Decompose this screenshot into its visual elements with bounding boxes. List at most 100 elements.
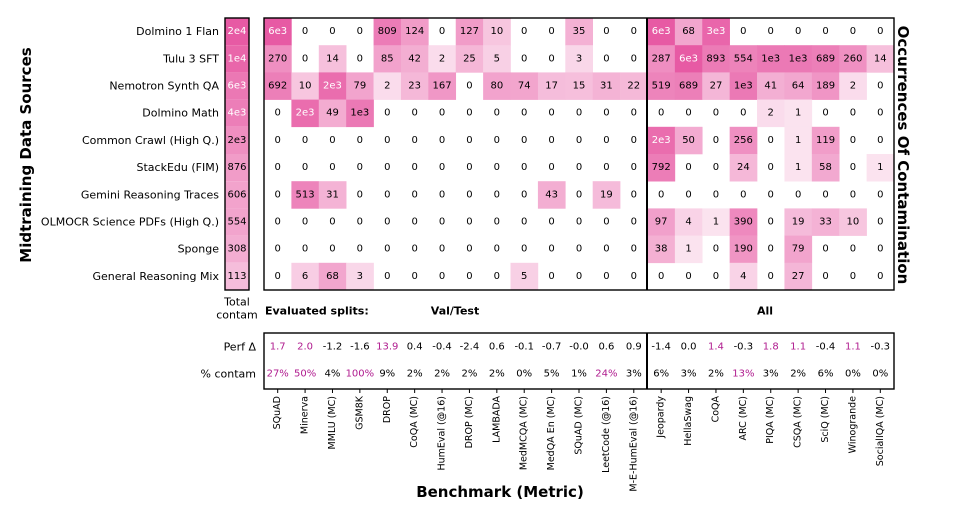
- heatmap-cell: [647, 235, 676, 264]
- heatmap-cell-label: 3: [576, 53, 582, 64]
- heatmap-cell-label: 127: [460, 26, 479, 37]
- heatmap-cell-label: 256: [734, 135, 753, 146]
- heatmap-cell-label: 2e3: [652, 135, 671, 146]
- heatmap-cell-label: 0: [877, 244, 883, 255]
- heatmap-cell-label: 0: [877, 26, 883, 37]
- heatmap-cell-label: 0: [521, 108, 527, 119]
- heatmap-cell-label: 0: [603, 53, 609, 64]
- source-label: General Reasoning Mix: [93, 270, 220, 283]
- heatmap-cell-label: 0: [494, 135, 500, 146]
- heatmap-cell-label: 3: [357, 271, 363, 282]
- heatmap-cell-label: 0: [631, 108, 637, 119]
- heatmap-cell-label: 0: [411, 189, 417, 200]
- heatmap-cell-label: 0: [521, 26, 527, 37]
- heatmap-cell-label: 68: [326, 271, 339, 282]
- heatmap-cell: [264, 72, 292, 100]
- heatmap-cell: [373, 18, 402, 46]
- heatmap-cell-label: 0: [713, 135, 719, 146]
- heatmap-cell-label: 0: [466, 271, 472, 282]
- heatmap-cell-label: 2: [439, 53, 445, 64]
- summary-rows: 1.7 2.0 -1.2 -1.6 13.9 0.4 -0.4 -2.4 0.6 -0.1 -0.7…: [267, 342, 890, 380]
- total-label-line1: Total: [223, 296, 250, 309]
- source-label: Common Crawl (High Q.): [82, 134, 219, 147]
- total-contamination-column: 2e4 1e4 6e3 4e3 2e3 876 606 554 308 113: [225, 18, 249, 290]
- heatmap-cell-label: 0: [603, 271, 609, 282]
- heatmap-cell-label: 689: [679, 81, 698, 92]
- heatmap-cell-label: 0: [850, 135, 856, 146]
- heatmap-cell-label: 0: [768, 26, 774, 37]
- heatmap-cell-label: 692: [268, 81, 287, 92]
- benchmark-label: CSQA (MC): [793, 396, 804, 448]
- total-cell-label: 2e4: [228, 26, 247, 37]
- heatmap-cell-label: 0: [850, 108, 856, 119]
- benchmark-label: DROP: [382, 396, 393, 423]
- heatmap-cell-label: 893: [706, 53, 725, 64]
- heatmap-cell-label: 0: [439, 162, 445, 173]
- perf-delta-value: -0.1: [514, 342, 534, 353]
- heatmap-cell: [866, 45, 895, 73]
- heatmap-cell-label: 0: [658, 108, 664, 119]
- heatmap-cell: [784, 45, 813, 73]
- heatmap-cell: [592, 72, 621, 100]
- perf-delta-row-label: Perf Δ: [224, 341, 257, 354]
- heatmap-cell-label: 2: [384, 81, 390, 92]
- heatmap-cell: [702, 208, 730, 236]
- heatmap-cell-label: 0: [603, 108, 609, 119]
- heatmap-cell-label: 31: [600, 81, 613, 92]
- heatmap-cell-label: 0: [494, 217, 500, 228]
- heatmap-cell-label: 0: [631, 271, 637, 282]
- heatmap-cell-label: 23: [408, 81, 421, 92]
- heatmap-cell-label: 14: [874, 53, 887, 64]
- heatmap-cell: [264, 18, 292, 46]
- heatmap-cell: [318, 262, 347, 291]
- heatmap-cell: [346, 99, 374, 128]
- heatmap-cell: [674, 45, 703, 73]
- heatmap-cell-label: 0: [631, 26, 637, 37]
- heatmap-cell-label: 0: [357, 244, 363, 255]
- heatmap-cell-label: 0: [411, 162, 417, 173]
- heatmap-cell-label: 0: [850, 26, 856, 37]
- pct-contam-value: 27%: [267, 369, 289, 380]
- heatmap-cell-label: 0: [576, 244, 582, 255]
- heatmap-cell-label: 124: [405, 26, 424, 37]
- pct-contam-value: 24%: [595, 369, 617, 380]
- heatmap-cell-label: 0: [603, 244, 609, 255]
- heatmap-cell: [510, 72, 539, 100]
- heatmap-cell-label: 0: [357, 26, 363, 37]
- heatmap-cell-label: 0: [466, 108, 472, 119]
- total-cell-label: 606: [227, 189, 246, 200]
- heatmap-cell-label: 0: [877, 135, 883, 146]
- heatmap-cell-label: 0: [384, 271, 390, 282]
- heatmap-cell: [784, 262, 813, 291]
- heatmap-cell: [811, 208, 840, 236]
- heatmap-cell-label: 270: [268, 53, 287, 64]
- heatmap-cell-label: 287: [652, 53, 671, 64]
- heatmap-cell-label: 0: [768, 135, 774, 146]
- heatmap-cell-label: 0: [275, 135, 281, 146]
- total-cell: [225, 262, 249, 290]
- heatmap-cell-label: 0: [439, 244, 445, 255]
- heatmap-cell-label: 0: [768, 244, 774, 255]
- benchmark-tick-labels: SQuAD Minerva MMLU (MC) GSM8K DROP CoQA (MC) H…: [272, 389, 886, 492]
- benchmark-label: ARC (MC): [738, 396, 749, 441]
- benchmark-label: DROP (MC): [464, 396, 475, 448]
- heatmap-cell: [291, 99, 320, 128]
- heatmap-cell: [729, 262, 758, 291]
- heatmap-cell-label: 97: [655, 217, 668, 228]
- heatmap-cell-label: 0: [576, 162, 582, 173]
- heatmap-cell-label: 167: [432, 81, 451, 92]
- pct-contam-value: 3%: [681, 369, 697, 380]
- heatmap-cell-label: 0: [795, 189, 801, 200]
- heatmap-cell-label: 792: [652, 162, 671, 173]
- perf-delta-value: -0.7: [542, 342, 562, 353]
- heatmap-cell: [674, 208, 703, 236]
- heatmap-cell-label: 0: [357, 53, 363, 64]
- heatmap-cell-label: 0: [384, 189, 390, 200]
- heatmap-cell: [647, 18, 676, 46]
- pct-contam-value: 3%: [763, 369, 779, 380]
- heatmap-cell-label: 0: [576, 108, 582, 119]
- pct-contam-value: 1%: [571, 369, 587, 380]
- heatmap-cell: [784, 208, 813, 236]
- heatmap-cell-label: 58: [819, 162, 832, 173]
- heatmap-cell-label: 0: [877, 81, 883, 92]
